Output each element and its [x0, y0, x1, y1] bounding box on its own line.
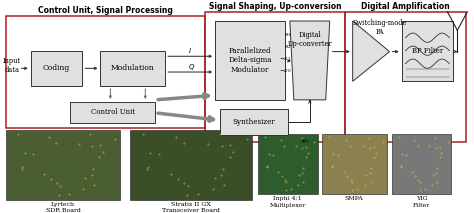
Text: Inphi 4:1: Inphi 4:1 — [273, 196, 302, 201]
Text: BP Filter: BP Filter — [412, 47, 443, 55]
Text: Lyrtech: Lyrtech — [51, 202, 75, 207]
FancyBboxPatch shape — [215, 21, 285, 100]
Text: SDR Board: SDR Board — [46, 208, 81, 213]
Text: YIG: YIG — [416, 196, 427, 201]
Text: $-x_1$: $-x_1$ — [279, 55, 292, 63]
FancyBboxPatch shape — [401, 21, 453, 81]
Text: $4f_c$: $4f_c$ — [300, 137, 310, 146]
FancyBboxPatch shape — [71, 102, 155, 123]
Text: $Q$: $Q$ — [188, 62, 195, 72]
Text: $I$: $I$ — [188, 46, 192, 55]
Text: $x_1$: $x_1$ — [284, 31, 292, 39]
Bar — [322, 134, 387, 194]
Text: $-x_0$: $-x_0$ — [279, 67, 292, 75]
Bar — [392, 134, 451, 194]
Text: $x_2$: $x_2$ — [284, 43, 292, 51]
Text: Digital Amplification: Digital Amplification — [361, 2, 450, 11]
Text: Parallelized
Delta-sigma
Modulator: Parallelized Delta-sigma Modulator — [228, 47, 272, 74]
Bar — [345, 12, 466, 142]
FancyBboxPatch shape — [220, 109, 288, 135]
Bar — [6, 131, 120, 200]
Text: Transceiver Board: Transceiver Board — [162, 208, 220, 213]
Text: Coding: Coding — [43, 64, 70, 72]
Bar — [205, 12, 345, 142]
Text: Multiplexer: Multiplexer — [270, 203, 306, 208]
Text: SMPA: SMPA — [345, 196, 364, 201]
Bar — [6, 16, 205, 128]
Text: Filter: Filter — [413, 203, 430, 208]
FancyBboxPatch shape — [31, 51, 82, 86]
Text: Digital
Up-converter: Digital Up-converter — [287, 31, 332, 48]
Text: Control Unit: Control Unit — [91, 108, 135, 116]
Text: Switching-mode
PA: Switching-mode PA — [352, 19, 407, 36]
Text: Modulation: Modulation — [111, 64, 155, 72]
Bar — [130, 131, 252, 200]
Text: Stratix II GX: Stratix II GX — [171, 202, 211, 207]
Text: Synthesizer: Synthesizer — [233, 118, 275, 126]
Text: Input
data: Input data — [3, 57, 21, 74]
Text: Signal Shaping, Up-conversion: Signal Shaping, Up-conversion — [209, 2, 341, 11]
Bar — [258, 134, 318, 194]
Polygon shape — [353, 21, 390, 81]
Polygon shape — [290, 21, 330, 100]
Text: Control Unit, Signal Processing: Control Unit, Signal Processing — [38, 6, 173, 15]
FancyBboxPatch shape — [100, 51, 165, 86]
